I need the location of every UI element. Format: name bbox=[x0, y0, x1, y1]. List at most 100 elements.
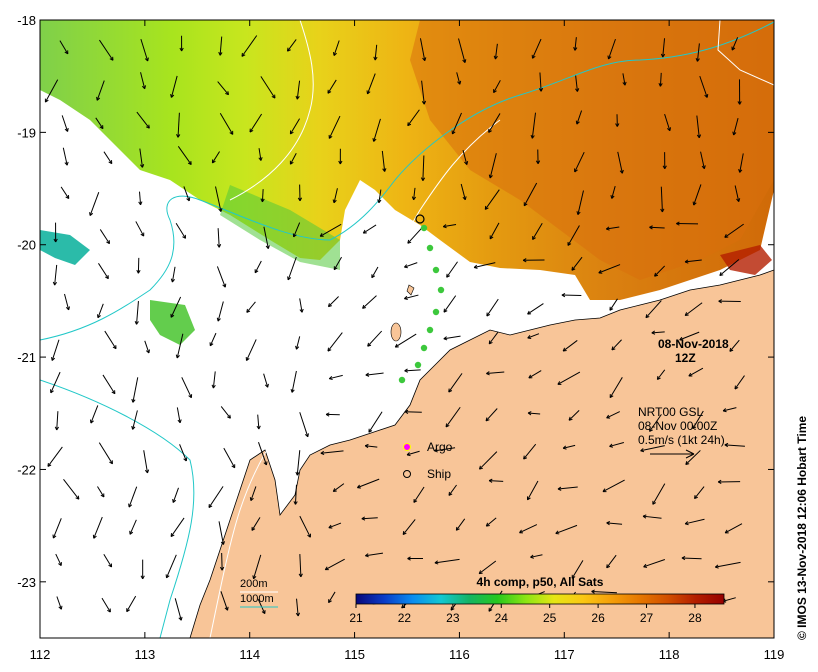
current-arrow bbox=[295, 598, 301, 617]
current-arrow bbox=[136, 257, 141, 274]
colorbar bbox=[355, 593, 725, 605]
time-label: 12Z bbox=[675, 351, 696, 365]
current-arrow bbox=[489, 222, 500, 240]
isobath-200m-label: 200m bbox=[240, 578, 268, 590]
current-arrow bbox=[658, 72, 663, 87]
current-arrow bbox=[486, 298, 499, 317]
current-arrow bbox=[535, 149, 541, 165]
current-arrow bbox=[319, 223, 342, 237]
current-arrow bbox=[734, 185, 741, 202]
current-arrow bbox=[617, 151, 624, 174]
current-arrow bbox=[96, 303, 104, 319]
sst-patch-west-2 bbox=[150, 300, 195, 345]
current-arrow bbox=[139, 148, 145, 168]
current-arrow bbox=[332, 188, 338, 204]
x-tick-label: 112 bbox=[30, 647, 51, 662]
current-arrow bbox=[442, 224, 457, 229]
colorbar-ticks: 21 22 23 24 25 26 27 28 bbox=[349, 604, 702, 625]
ship-marker bbox=[415, 214, 425, 224]
current-arrow bbox=[299, 515, 311, 538]
date-label: 08-Nov-2018 bbox=[658, 337, 729, 351]
current-arrow bbox=[299, 412, 309, 438]
x-tick-label: 119 bbox=[764, 647, 785, 662]
current-arrow bbox=[478, 451, 498, 470]
current-arrow bbox=[373, 44, 378, 61]
current-arrow bbox=[684, 302, 703, 316]
current-arrow bbox=[485, 408, 498, 422]
current-arrow bbox=[419, 38, 427, 62]
current-arrow bbox=[488, 113, 501, 133]
current-arrow bbox=[519, 524, 538, 534]
current-arrow bbox=[219, 553, 225, 571]
current-arrow bbox=[660, 38, 666, 58]
current-arrow bbox=[394, 333, 417, 348]
sst-cool-band bbox=[220, 185, 340, 270]
current-arrow bbox=[699, 75, 709, 98]
current-scale-arrow-icon bbox=[650, 449, 695, 459]
current-arrow bbox=[598, 264, 621, 274]
current-arrow bbox=[47, 446, 63, 467]
current-arrow bbox=[643, 559, 666, 568]
current-arrow bbox=[522, 258, 545, 263]
current-arrow bbox=[696, 115, 702, 139]
track-point bbox=[432, 308, 440, 316]
colorbar-tick-label: 22 bbox=[398, 611, 412, 625]
current-arrow bbox=[660, 186, 665, 213]
current-arrow bbox=[179, 35, 184, 52]
current-arrow bbox=[404, 262, 418, 269]
current-arrow bbox=[606, 554, 617, 569]
current-arrow bbox=[101, 597, 111, 613]
current-arrow bbox=[211, 151, 220, 164]
current-arrow bbox=[216, 301, 224, 322]
current-arrow bbox=[140, 72, 147, 90]
current-arrow bbox=[649, 225, 665, 230]
current-arrow bbox=[649, 414, 662, 432]
colorbar-tick-label: 26 bbox=[591, 611, 605, 625]
current-arrow bbox=[99, 229, 110, 245]
current-arrow bbox=[676, 221, 699, 226]
current-arrow bbox=[402, 519, 416, 535]
y-axis: -18 -19 -20 -21 -22 -23 bbox=[17, 13, 774, 590]
current-arrow bbox=[327, 296, 339, 308]
current-arrow bbox=[215, 186, 223, 212]
current-arrow bbox=[532, 222, 543, 240]
current-arrow bbox=[571, 256, 583, 271]
current-arrow bbox=[606, 521, 623, 526]
current-arrow bbox=[528, 370, 542, 379]
track-point bbox=[420, 344, 428, 352]
current-arrow bbox=[325, 412, 340, 417]
current-arrow bbox=[103, 151, 113, 165]
current-arrow bbox=[104, 330, 117, 350]
current-arrow bbox=[738, 153, 744, 173]
current-arrow bbox=[357, 478, 380, 489]
current-arrow bbox=[89, 405, 99, 424]
current-arrow bbox=[694, 486, 705, 500]
current-arrow bbox=[328, 115, 341, 139]
current-arrow bbox=[555, 524, 578, 535]
current-arrow bbox=[681, 555, 702, 561]
current-arrow bbox=[642, 514, 662, 519]
current-arrow bbox=[562, 340, 578, 352]
current-arrow bbox=[685, 450, 701, 466]
current-arrow bbox=[135, 221, 145, 237]
track-point bbox=[398, 376, 406, 384]
current-arrow bbox=[527, 333, 540, 339]
current-arrow bbox=[557, 371, 581, 385]
current-arrow bbox=[371, 266, 379, 279]
current-arrow bbox=[645, 300, 662, 319]
argo-legend-icon bbox=[403, 443, 411, 451]
current-arrow bbox=[445, 406, 461, 428]
current-arrow bbox=[177, 145, 192, 166]
colorbar-tick-label: 23 bbox=[446, 611, 460, 625]
current-arrow bbox=[622, 73, 627, 86]
current-arrow bbox=[362, 224, 377, 234]
y-tick-label: -22 bbox=[17, 462, 36, 477]
current-arrow bbox=[144, 340, 151, 354]
current-arrow bbox=[286, 39, 297, 52]
current-arrow bbox=[434, 447, 456, 453]
current-arrow bbox=[372, 118, 381, 142]
current-arrow bbox=[140, 38, 149, 62]
current-arrow bbox=[95, 117, 104, 130]
current-arrow bbox=[717, 479, 741, 485]
current-arrow bbox=[368, 411, 383, 433]
